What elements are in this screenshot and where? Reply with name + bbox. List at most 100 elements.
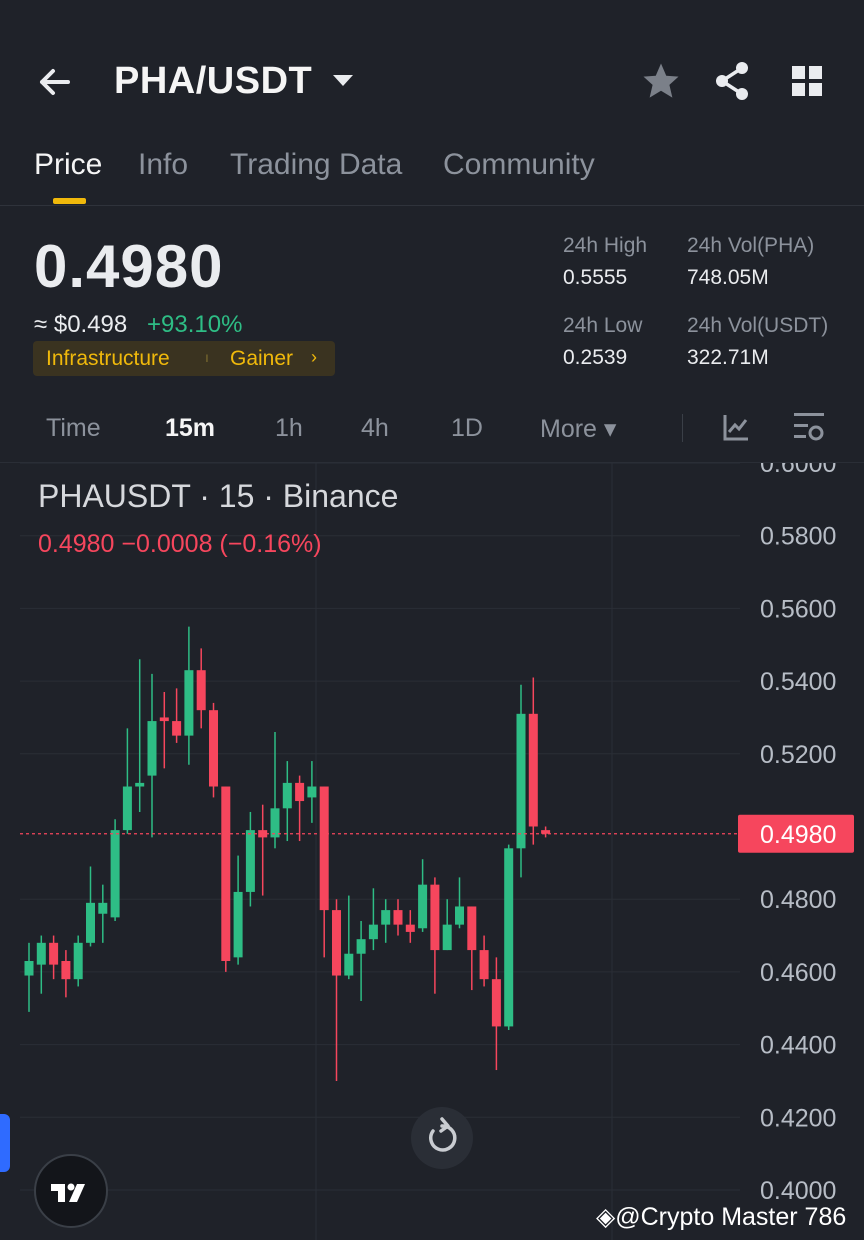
candle-body xyxy=(393,910,403,925)
y-tick-label: 0.5800 xyxy=(760,523,836,551)
last-price-tag xyxy=(738,814,854,853)
tab-community[interactable]: Community xyxy=(443,148,595,181)
candle-body xyxy=(86,902,95,943)
candle-body xyxy=(319,786,329,911)
y-tick-label: 0.6000 xyxy=(760,463,836,478)
star-icon[interactable] xyxy=(640,60,682,102)
tab-price[interactable]: Price xyxy=(34,148,103,181)
candle-body xyxy=(36,942,46,965)
candle-body xyxy=(455,906,464,925)
vol-quote-label: 24h Vol(USDT) xyxy=(687,314,829,337)
candle-body xyxy=(368,924,378,940)
tab-info[interactable]: Info xyxy=(138,148,189,181)
vol-base-value: 748.05M xyxy=(687,266,769,289)
candle-body xyxy=(418,884,428,929)
usd-price: ≈ $0.498 xyxy=(34,311,128,338)
chevron-right-icon: › xyxy=(311,347,317,367)
candle-body xyxy=(467,906,477,951)
candle-body xyxy=(245,830,255,892)
candle-body xyxy=(233,891,243,958)
candle-body xyxy=(344,953,354,976)
tab-trading-data[interactable]: Trading Data xyxy=(230,148,403,181)
candle-body xyxy=(49,942,59,965)
watermark: ◈@Crypto Master 786 xyxy=(596,1203,847,1231)
candle-body xyxy=(528,713,538,827)
candle-body xyxy=(172,721,182,736)
interval-4h[interactable]: 4h xyxy=(361,414,389,442)
chevron-down-icon[interactable] xyxy=(332,74,354,88)
tradingview-icon xyxy=(51,1183,85,1202)
vol-base-label: 24h Vol(PHA) xyxy=(687,234,815,257)
interval-separator xyxy=(682,414,683,442)
y-tick-label: 0.4200 xyxy=(760,1104,836,1132)
y-tick-label: 0.4600 xyxy=(760,959,836,987)
candle-body xyxy=(209,710,218,787)
low-value: 0.2539 xyxy=(563,346,628,369)
interval-1d[interactable]: 1D xyxy=(451,414,483,442)
candle-body xyxy=(122,786,132,831)
active-tab-indicator xyxy=(53,198,86,204)
candle-body xyxy=(24,960,34,976)
candle-body xyxy=(491,979,501,1027)
chart-symbol-line: PHAUSDT · 15 · Binance xyxy=(38,478,399,514)
candle-body xyxy=(541,830,551,834)
y-tick-label: 0.5200 xyxy=(760,741,836,769)
candle-body xyxy=(356,939,366,954)
tag-separator: ı xyxy=(205,349,209,365)
candle-body xyxy=(221,786,231,961)
change-percent: +93.10% xyxy=(147,311,243,338)
reset-chart-button[interactable] xyxy=(411,1107,473,1169)
pair-title[interactable]: PHA/USDT xyxy=(114,60,313,102)
grid-icon[interactable] xyxy=(790,64,824,98)
interval-1h[interactable]: 1h xyxy=(275,414,303,442)
low-label: 24h Low xyxy=(563,314,643,337)
candle-body xyxy=(504,848,514,1027)
y-tick-label: 0.5600 xyxy=(760,595,836,623)
chart-settings-icon[interactable] xyxy=(792,410,826,444)
chart-ohlc-line: 0.4980 −0.0008 (−0.16%) xyxy=(38,530,322,558)
candle-body xyxy=(430,884,440,951)
tag-gainer[interactable]: Gainer xyxy=(230,347,294,370)
indicator-icon[interactable] xyxy=(722,412,750,442)
back-arrow-icon[interactable] xyxy=(34,60,78,104)
candle-body xyxy=(295,782,305,802)
tradingview-logo[interactable] xyxy=(34,1154,108,1228)
y-tick-label: 0.4000 xyxy=(760,1177,836,1205)
candle-body xyxy=(270,808,280,838)
category-tags[interactable]: Infrastructure ı Gainer › xyxy=(33,341,335,376)
candle-body xyxy=(479,950,489,980)
candle-body xyxy=(405,924,415,932)
candle-body xyxy=(282,782,292,809)
last-price-label: 0.4980 xyxy=(760,821,836,849)
refresh-icon xyxy=(429,1117,457,1152)
candle-body xyxy=(147,721,157,776)
high-value: 0.5555 xyxy=(563,266,628,289)
y-tick-label: 0.5400 xyxy=(760,668,836,696)
high-label: 24h High xyxy=(563,234,648,257)
candle-body xyxy=(184,670,194,736)
interval-more[interactable]: More ▾ xyxy=(540,415,617,443)
y-tick-label: 0.4400 xyxy=(760,1032,836,1060)
tag-infrastructure[interactable]: Infrastructure xyxy=(46,347,170,370)
candle-body xyxy=(332,910,341,976)
candle-body xyxy=(381,910,391,925)
candle-body xyxy=(307,786,317,798)
interval-time[interactable]: Time xyxy=(46,414,101,442)
candle-body xyxy=(98,902,108,914)
candle-body xyxy=(73,942,83,980)
interval-15m[interactable]: 15m xyxy=(165,414,216,442)
candle-body xyxy=(135,782,145,787)
candle-body xyxy=(196,670,206,711)
y-tick-label: 0.4800 xyxy=(760,886,836,914)
candlestick-chart[interactable]: 0.6000 0.5800 0.5600 0.5400 0.5200 0.4800 0.46… xyxy=(0,463,864,1240)
binance-logo-icon: ◈ xyxy=(596,1203,616,1231)
candle-body xyxy=(110,830,120,918)
vol-quote-value: 322.71M xyxy=(687,346,769,369)
share-icon[interactable] xyxy=(712,60,752,102)
candle-body xyxy=(61,960,71,980)
tabs-divider xyxy=(0,205,864,206)
candle-body xyxy=(516,713,526,849)
candle-body xyxy=(159,717,169,722)
candle-body xyxy=(442,924,452,951)
side-drawer-handle[interactable] xyxy=(0,1114,10,1172)
